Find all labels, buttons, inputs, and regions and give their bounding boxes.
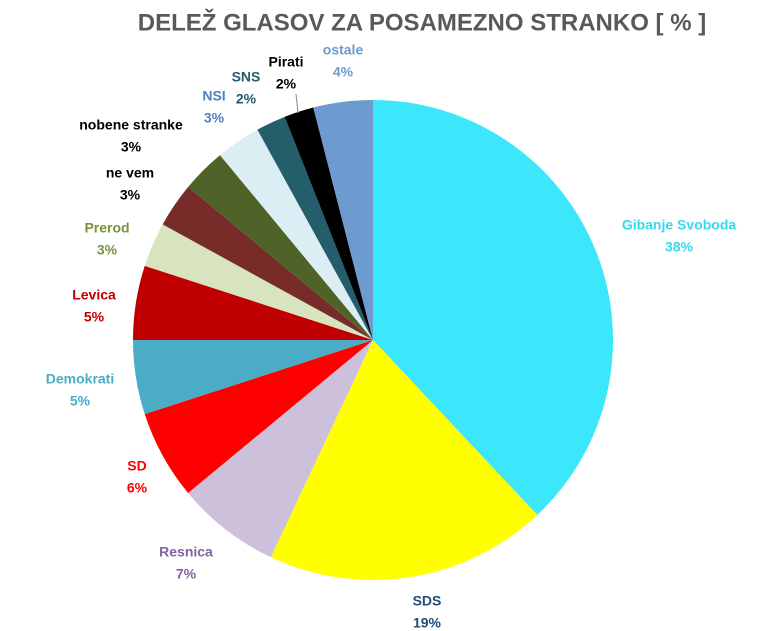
- value-label: 5%: [70, 393, 91, 409]
- pie-slice: [188, 340, 373, 558]
- value-label: 6%: [127, 480, 148, 496]
- value-label: 2%: [276, 76, 297, 92]
- slice-label: Prerod: [84, 220, 129, 236]
- value-label: 19%: [413, 615, 442, 631]
- value-label: 3%: [121, 139, 142, 155]
- leader-line: [295, 93, 299, 114]
- slice-label: NSI: [202, 88, 225, 104]
- pie-slice: [257, 116, 373, 341]
- pie-slice: [162, 187, 373, 340]
- value-label: 5%: [84, 309, 105, 325]
- pie-slice: [270, 340, 538, 580]
- value-label: 7%: [176, 566, 197, 582]
- pie-slice: [220, 129, 373, 340]
- pie-slice: [133, 340, 373, 415]
- slice-label: Resnica: [159, 544, 213, 560]
- pie-slice: [284, 107, 373, 340]
- pie-slice: [133, 265, 373, 340]
- slice-label: Levica: [72, 287, 116, 303]
- pie-slice: [144, 340, 373, 493]
- slice-label: Demokrati: [46, 371, 114, 387]
- value-label: 2%: [236, 91, 257, 107]
- pie-slice: [373, 100, 613, 515]
- slice-label: Pirati: [268, 54, 303, 70]
- value-label: 3%: [204, 110, 225, 126]
- chart-title: DELEŽ GLASOV ZA POSAMEZNO STRANKO [ % ]: [138, 8, 706, 36]
- slice-label: Gibanje Svoboda: [622, 217, 737, 233]
- slice-label: SDS: [413, 593, 442, 609]
- slice-label: ostale: [323, 42, 364, 58]
- pie-slice: [144, 224, 373, 340]
- slice-label: SD: [127, 458, 146, 474]
- value-label: 38%: [665, 239, 694, 255]
- pie-slice: [188, 155, 373, 340]
- slice-label: ne vem: [106, 165, 154, 181]
- pie-slice: [313, 100, 373, 340]
- value-label: 4%: [333, 64, 354, 80]
- slice-label: nobene stranke: [79, 117, 183, 133]
- slice-label: SNS: [232, 69, 261, 85]
- value-label: 3%: [97, 242, 118, 258]
- value-label: 3%: [120, 187, 141, 203]
